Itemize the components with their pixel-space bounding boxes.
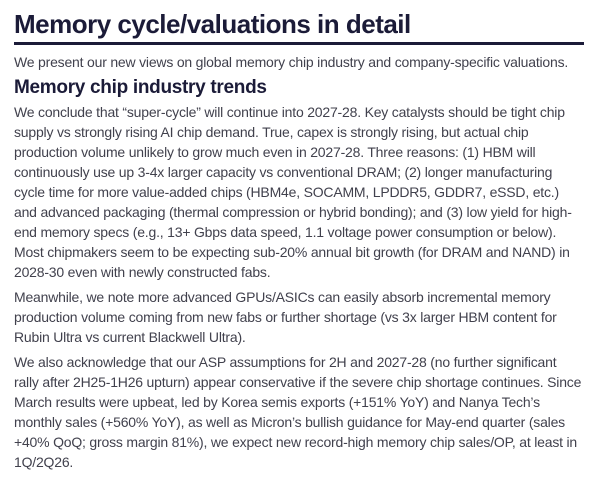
page-title: Memory cycle/valuations in detail (14, 9, 411, 39)
body-paragraph-3: We also acknowledge that our ASP assumpt… (14, 354, 582, 470)
intro-paragraph: We present our new views on global memor… (14, 54, 569, 70)
body-paragraph-2: Meanwhile, we note more advanced GPUs/AS… (14, 289, 557, 345)
title-divider-rule (14, 42, 584, 45)
body-paragraph-1: We conclude that “super-cycle” will cont… (14, 104, 572, 280)
section-heading-memory-chip-industry-trends: Memory chip industry trends (14, 77, 267, 98)
